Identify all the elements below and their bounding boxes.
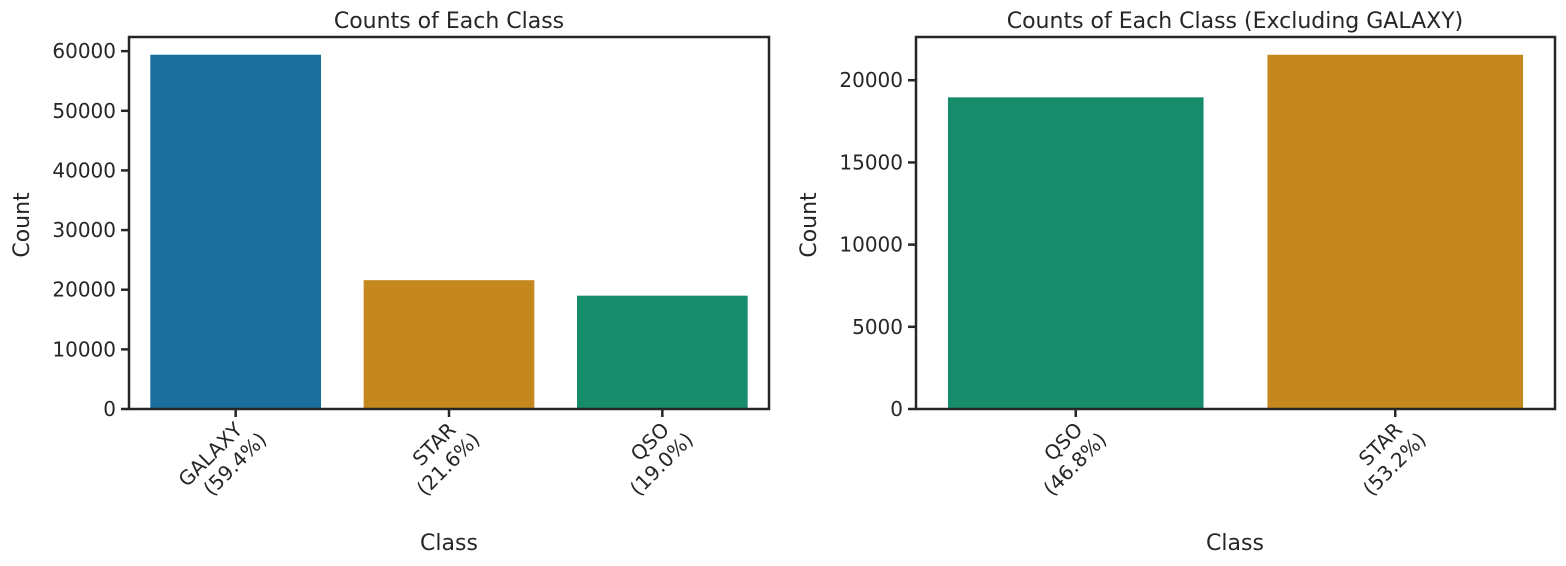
chart-title: Counts of Each Class (334, 9, 564, 34)
bar-qso (577, 295, 748, 409)
x-tick-label: GALAXY(59.4%) (173, 417, 271, 500)
chart-panel-right: Counts of Each Class (Excluding GALAXY) … (797, 9, 1557, 556)
y-tick-label: 0 (890, 397, 903, 421)
y-tick-label: 60000 (52, 39, 116, 63)
y-tick-label: 10000 (52, 337, 116, 361)
y-tick-label: 20000 (839, 68, 903, 92)
y-tick-label: 20000 (52, 278, 116, 302)
chart-title: Counts of Each Class (Excluding GALAXY) (1007, 9, 1464, 34)
y-axis-label: Count (797, 192, 822, 258)
chart-panel-left: Counts of Each Class Count Class 0 10000 2… (10, 9, 771, 556)
x-axis-label: Class (1206, 531, 1264, 556)
bar-star (363, 280, 535, 409)
x-tick-label: STAR(53.2%) (1354, 417, 1431, 500)
x-tick-label: QSO(46.8%) (1038, 418, 1111, 501)
y-tick-label: 30000 (52, 218, 116, 242)
y-tick-label: 5000 (852, 315, 903, 339)
x-axis-label: Class (420, 531, 478, 556)
y-axis-label: Count (10, 192, 35, 258)
y-tick-label: 50000 (52, 99, 116, 123)
y-tick-label: 10000 (839, 233, 903, 257)
axes-frame (914, 35, 1557, 411)
bar-star (1267, 54, 1524, 410)
y-tick-label: 15000 (839, 150, 903, 174)
x-tick-label: QSO(19.0%) (625, 418, 698, 501)
bar-galaxy (150, 54, 321, 409)
x-tick-label: STAR(21.6%) (408, 417, 485, 500)
y-tick-label: 40000 (52, 158, 116, 182)
y-tick-label: 0 (103, 397, 116, 421)
bar-qso (947, 97, 1204, 409)
